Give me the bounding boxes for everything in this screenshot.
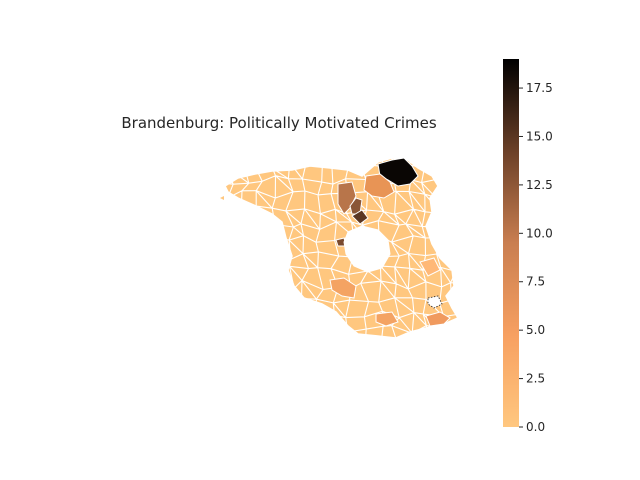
municipality-south-center	[375, 311, 399, 327]
colorbar-tick-label: 15.0	[526, 129, 553, 143]
berlin-gap	[343, 225, 391, 273]
colorbar-tick-label: 10.0	[526, 226, 553, 240]
brandenburg-map	[220, 157, 460, 339]
west-islet	[220, 196, 224, 200]
municipality-south-east	[425, 311, 451, 327]
municipality-north-central-2	[349, 197, 363, 215]
brandenburg-outline	[224, 157, 460, 339]
cottbus-gap	[427, 295, 443, 309]
colorbar-tick-label: 0.0	[526, 420, 545, 434]
colorbar-tick-label: 17.5	[526, 81, 553, 95]
colorbar: 0.0 2.5 5.0 7.5 10.0 12.5 15.0 17.5	[503, 59, 553, 434]
municipality-north-east	[363, 173, 395, 199]
colorbar-gradient	[503, 59, 519, 427]
municipality-south-west	[329, 277, 357, 299]
colorbar-ticks: 0.0 2.5 5.0 7.5 10.0 12.5 15.0 17.5	[519, 81, 553, 434]
municipality-east-mid	[419, 257, 441, 277]
municipality-center-dark	[351, 209, 369, 225]
colorbar-tick-label: 5.0	[526, 323, 545, 337]
colorbar-tick-label: 2.5	[526, 372, 545, 386]
colorbar-tick-label: 7.5	[526, 275, 545, 289]
colorbar-tick-label: 12.5	[526, 178, 553, 192]
map-title: Brandenburg: Politically Motivated Crime…	[121, 114, 436, 132]
